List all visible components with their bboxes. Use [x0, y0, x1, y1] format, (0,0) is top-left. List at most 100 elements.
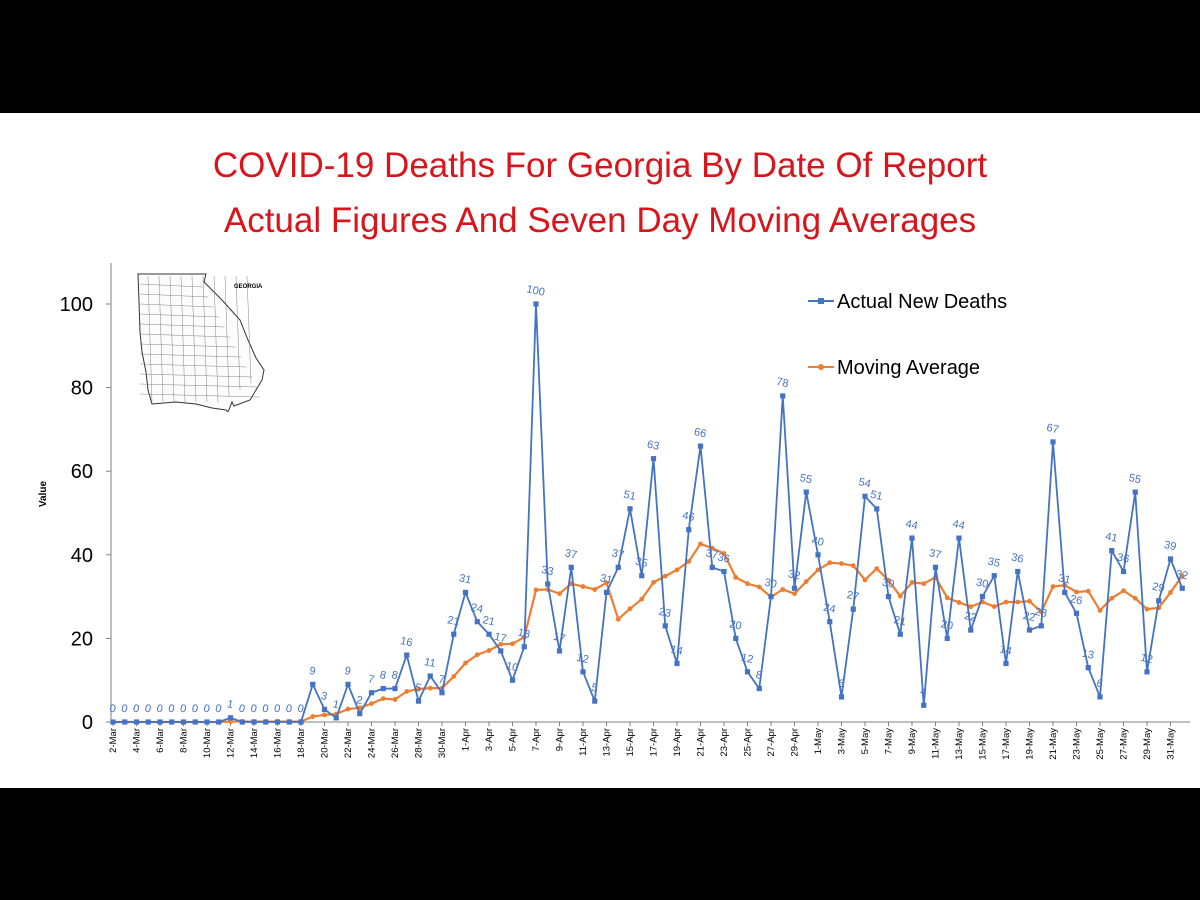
actual-new-deaths-point: [944, 635, 950, 641]
data-label: 4: [919, 686, 927, 699]
actual-new-deaths-point: [885, 594, 892, 600]
data-label: 0: [214, 703, 222, 716]
x-tick-label: 1-May: [813, 728, 824, 755]
actual-new-deaths-point: [756, 685, 762, 692]
actual-new-deaths-point: [169, 719, 175, 725]
moving-average-point: [850, 563, 856, 569]
data-label: 0: [144, 703, 152, 716]
actual-new-deaths-point: [862, 493, 868, 499]
x-tick-label: 30-Mar: [437, 728, 448, 758]
data-label: 37: [611, 547, 625, 561]
x-tick-label: 11-Apr: [578, 728, 589, 756]
data-label: 10: [505, 660, 519, 674]
actual-new-deaths-point: [780, 393, 786, 399]
data-label: 100: [525, 283, 545, 299]
x-tick-label: 31-May: [1166, 728, 1177, 760]
moving-average-point: [1168, 590, 1173, 595]
x-tick-label: 5-May: [860, 728, 871, 755]
actual-new-deaths-point: [686, 527, 692, 533]
x-tick-label: 15-Apr: [625, 728, 636, 757]
actual-new-deaths-point: [333, 715, 339, 721]
data-label: 22: [1022, 610, 1036, 624]
x-tick-label: 4-Mar: [132, 728, 143, 753]
moving-average-point: [486, 648, 492, 653]
actual-new-deaths-point: [1015, 568, 1021, 575]
actual-new-deaths-point: [1109, 548, 1115, 554]
legend-marker: [818, 298, 824, 304]
actual-new-deaths-point: [110, 719, 116, 725]
data-label: 3: [320, 690, 328, 703]
data-label: 17: [552, 631, 566, 645]
actual-new-deaths-point: [1097, 694, 1103, 700]
actual-new-deaths-point: [263, 719, 269, 725]
actual-new-deaths-point: [803, 489, 809, 495]
actual-new-deaths-point: [768, 594, 774, 600]
x-tick-label: 13-May: [954, 728, 965, 760]
x-tick-label: 10-Mar: [202, 728, 213, 758]
data-label: 36: [1116, 551, 1130, 565]
data-label: 14: [669, 643, 683, 657]
x-tick-label: 16-Mar: [273, 728, 284, 758]
moving-average-point: [463, 660, 468, 666]
data-label: 20: [940, 618, 954, 632]
data-label: 13: [1081, 648, 1095, 662]
data-label: 32: [787, 568, 801, 582]
moving-average-point: [733, 574, 739, 580]
actual-new-deaths-point: [439, 690, 445, 696]
data-label: 29: [1151, 581, 1165, 595]
x-tick-label: 29-Apr: [790, 728, 801, 757]
actual-new-deaths-point: [474, 619, 480, 625]
data-label: 39: [1163, 539, 1177, 553]
data-label: 0: [273, 703, 281, 716]
actual-new-deaths-point: [556, 648, 563, 654]
moving-average-point: [1144, 606, 1150, 612]
actual-new-deaths-point: [486, 631, 492, 637]
moving-average-point: [1027, 598, 1032, 604]
actual-new-deaths-point: [627, 506, 633, 512]
data-label: 36: [1010, 551, 1024, 565]
moving-average-point: [1097, 607, 1103, 613]
actual-new-deaths-point: [838, 694, 845, 700]
x-tick-label: 19-May: [1025, 728, 1036, 760]
actual-new-deaths-point: [709, 564, 715, 570]
moving-average-point: [392, 697, 398, 702]
data-label: 24: [470, 602, 484, 616]
moving-average-point: [1050, 584, 1056, 589]
data-label: 18: [517, 627, 531, 641]
actual-new-deaths-point: [239, 719, 245, 725]
actual-new-deaths-point: [357, 711, 363, 717]
moving-average-point: [427, 685, 433, 691]
actual-new-deaths-point: [956, 535, 962, 541]
x-tick-label: 9-May: [907, 728, 918, 755]
actual-new-deaths-point: [932, 564, 939, 570]
moving-average-point: [944, 595, 950, 601]
data-label: 11: [423, 656, 437, 670]
data-label: 21: [446, 614, 460, 628]
data-label: 44: [951, 518, 965, 532]
data-label: 9: [343, 665, 351, 678]
actual-new-deaths-point: [345, 681, 351, 687]
slide: COVID-19 Deaths For Georgia By Date Of R…: [0, 113, 1200, 788]
actual-new-deaths-point: [603, 589, 610, 596]
y-tick-label: 60: [71, 461, 93, 483]
data-label: 0: [108, 703, 116, 716]
actual-new-deaths-point: [991, 573, 997, 579]
moving-average-point: [639, 596, 645, 602]
actual-new-deaths-point: [568, 564, 574, 570]
moving-average-point: [1109, 595, 1115, 601]
actual-new-deaths-point: [1144, 669, 1150, 675]
actual-new-deaths-point: [697, 443, 704, 449]
actual-new-deaths-point: [909, 535, 915, 541]
data-label: 12: [740, 652, 754, 666]
data-label: 31: [1057, 572, 1071, 586]
x-tick-label: 20-Mar: [320, 728, 331, 758]
chart-subtitle: Actual Figures And Seven Day Moving Aver…: [223, 201, 977, 240]
georgia-map-icon: GEORGIA: [137, 273, 265, 412]
actual-new-deaths-point: [404, 652, 410, 658]
data-label: 8: [390, 669, 398, 682]
data-label: 9: [308, 665, 316, 678]
x-tick-label: 21-Apr: [696, 728, 707, 757]
actual-new-deaths-point: [1050, 439, 1056, 445]
y-tick-label: 20: [71, 628, 93, 650]
